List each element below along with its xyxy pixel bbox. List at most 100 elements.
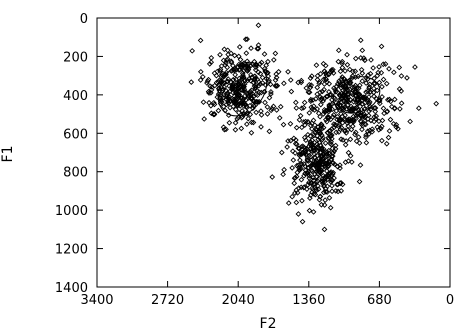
data-point-marker: [248, 129, 255, 136]
data-point-marker: [305, 131, 311, 138]
y-tick-label: 1400: [55, 281, 88, 296]
data-point-marker: [345, 102, 351, 108]
data-point-marker: [233, 89, 240, 96]
data-point-marker: [393, 121, 400, 128]
data-point-marker: [236, 78, 243, 85]
data-point-marker: [344, 87, 351, 93]
data-point-marker: [232, 71, 238, 78]
data-point-marker: [287, 77, 294, 83]
data-point-marker: [227, 104, 233, 111]
data-point-marker: [383, 80, 390, 87]
data-point-marker: [264, 104, 271, 110]
data-point-marker: [319, 136, 326, 143]
data-point-marker: [238, 125, 245, 132]
data-point-marker: [308, 104, 315, 111]
data-point-marker: [299, 197, 305, 204]
data-point-marker: [310, 209, 317, 215]
data-point-marker: [308, 179, 314, 186]
data-point-marker: [228, 50, 234, 57]
data-point-marker: [337, 126, 344, 133]
data-point-marker: [236, 44, 243, 50]
data-point-marker: [328, 177, 335, 183]
data-point-marker: [250, 105, 256, 111]
data-point-marker: [327, 92, 333, 98]
data-point-marker: [364, 128, 371, 135]
data-point-marker: [317, 71, 324, 77]
data-point-marker: [323, 173, 330, 180]
data-point-marker: [354, 85, 360, 91]
data-point-marker: [337, 162, 343, 169]
data-point-marker: [337, 110, 344, 117]
data-point-marker: [330, 114, 336, 120]
data-point-marker: [295, 145, 302, 152]
data-point-marker: [352, 55, 359, 62]
data-point-marker: [251, 98, 257, 104]
data-point-marker: [341, 76, 347, 82]
data-point-marker: [315, 183, 321, 189]
data-point-marker: [340, 84, 347, 90]
data-point-marker: [242, 36, 249, 43]
data-point-marker: [306, 110, 313, 116]
data-point-marker: [407, 118, 413, 125]
data-point-marker: [318, 152, 325, 159]
data-point-marker: [244, 110, 250, 117]
data-point-marker: [347, 116, 353, 123]
data-point-marker: [391, 69, 397, 76]
data-point-marker: [213, 72, 220, 79]
data-point-marker: [376, 118, 382, 125]
data-point-marker: [210, 99, 217, 106]
data-point-marker: [336, 121, 342, 128]
data-point-marker: [366, 81, 373, 88]
data-point-marker: [391, 105, 398, 112]
data-point-marker: [253, 98, 260, 105]
data-point-marker: [315, 143, 321, 150]
data-point-marker: [289, 193, 296, 200]
data-point-marker: [243, 121, 250, 128]
data-point-marker: [433, 100, 440, 107]
data-point-marker: [241, 103, 247, 109]
data-point-marker: [324, 129, 331, 136]
data-point-marker: [327, 204, 334, 211]
data-point-marker: [315, 186, 322, 193]
data-point-marker: [378, 69, 385, 76]
data-point-marker: [266, 94, 273, 101]
data-point-marker: [268, 107, 274, 114]
data-point-marker: [310, 181, 317, 187]
data-point-marker: [378, 43, 385, 50]
data-point-marker: [288, 88, 295, 95]
data-point-marker: [261, 51, 268, 57]
data-point-marker: [327, 140, 333, 147]
data-point-marker: [318, 121, 325, 128]
data-point-marker: [252, 67, 259, 73]
data-point-marker: [353, 113, 360, 119]
data-point-marker: [290, 157, 297, 163]
data-point-marker: [231, 52, 238, 59]
data-point-marker: [309, 185, 315, 192]
x-tick-label: 2720: [151, 293, 184, 308]
data-point-marker: [300, 104, 307, 111]
data-point-marker: [367, 70, 374, 77]
data-point-marker: [328, 156, 335, 162]
data-point-marker: [389, 103, 395, 110]
cluster-ellipse: [332, 76, 381, 114]
data-point-marker: [334, 163, 341, 170]
data-point-marker: [228, 58, 235, 65]
data-point-marker: [357, 162, 364, 168]
data-point-marker: [296, 117, 303, 123]
data-point-marker: [197, 68, 204, 75]
data-point-marker: [366, 100, 372, 107]
data-point-marker: [253, 82, 259, 89]
data-point-marker: [285, 68, 291, 75]
data-point-marker: [346, 66, 353, 73]
data-point-marker: [335, 47, 342, 54]
data-point-marker: [274, 82, 281, 89]
data-point-marker: [255, 22, 262, 29]
data-point-marker: [305, 89, 312, 95]
data-point-marker: [292, 99, 299, 106]
data-point-marker: [328, 138, 335, 145]
data-point-marker: [313, 62, 320, 69]
data-point-marker: [221, 46, 228, 53]
data-point-marker: [321, 226, 328, 233]
data-point-marker: [325, 153, 332, 159]
data-point-marker: [298, 105, 305, 112]
